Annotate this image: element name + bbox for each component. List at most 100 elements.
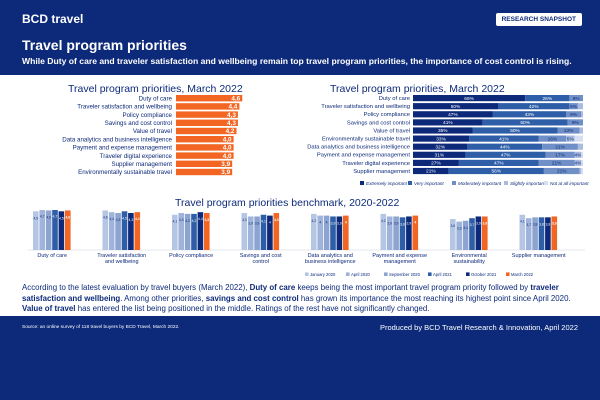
chart3-legend-label: September 2020 (389, 272, 421, 277)
chart2-category-label: Traveler digital experience (342, 161, 410, 167)
chart1-category-label: Savings and cost control (105, 120, 172, 127)
chart3-bar (330, 216, 336, 250)
chart3-value-label: 3,7 (526, 223, 531, 227)
summary-text: has grown its importance the most reachi… (298, 293, 571, 303)
chart2-bar-segment (413, 95, 526, 102)
chart3-value-label: 4,6 (103, 215, 108, 219)
chart3-value-label: 4,3 (179, 218, 184, 222)
chart3-bar (525, 218, 532, 250)
chart1-category-label: Value of travel (133, 128, 172, 135)
chart2-category-label: Policy compliance (364, 112, 410, 118)
chart3-category-label: management (384, 259, 417, 265)
chart2-bar-segment (574, 135, 583, 142)
chart3-value-label: 3,9 (331, 221, 336, 225)
chart2-value-label: 21% (557, 169, 567, 175)
chart2-value-label: 47% (448, 112, 458, 118)
chart2-bar-segment (567, 119, 583, 126)
summary-emphasis: Duty of care (249, 283, 296, 292)
chart3-bar (551, 216, 558, 250)
chart2-value-label: 33% (436, 136, 446, 142)
chart3-bar (115, 213, 121, 250)
chart3-legend-swatch (428, 272, 432, 276)
chart1-bar (176, 144, 234, 151)
chart1-value-label: 4,4 (228, 104, 237, 111)
chart3-bar (178, 213, 184, 250)
chart3-legend-swatch (305, 272, 309, 276)
chart1-bar (176, 127, 237, 135)
chart2-value-label: 21% (552, 161, 562, 167)
chart3-bar (241, 213, 248, 250)
chart1-bar (176, 119, 238, 126)
chart3-bar (469, 218, 475, 250)
chart2-value-label: 43% (525, 112, 535, 118)
chart2-bar-segment (569, 103, 578, 110)
chart2-bar-segment (467, 143, 543, 150)
chart3-bar (343, 215, 349, 250)
chart2-value-label: 31% (435, 153, 445, 159)
chart3-bar (254, 216, 260, 250)
chart3-value-label: 4,1 (261, 220, 266, 224)
chart3-value-label: 4 (319, 221, 321, 225)
chart3-bar (121, 211, 128, 250)
chart2-value-label: 17% (555, 153, 565, 159)
chart2-bar-segment (413, 159, 459, 166)
chart3-bar (475, 216, 482, 250)
chart3-value-label: 3,4 (463, 226, 468, 230)
chart2-category-label: Supplier management (353, 169, 410, 175)
chart2-value-label: 4% (574, 161, 582, 167)
chart2-value-label: 5% (570, 104, 578, 110)
chart3-bar (393, 216, 399, 250)
chart3-bar (52, 210, 58, 250)
chart2-bar-segment (413, 111, 493, 118)
chart3-bar (336, 216, 343, 250)
chart3-bar (462, 220, 469, 250)
chart2-legend-swatch (504, 181, 508, 185)
chart3-value-label: 3,9 (248, 221, 253, 225)
chart3-category-label: Policy compliance (169, 253, 213, 259)
chart2-category-label: Duty of care (379, 96, 410, 102)
chart1-value-label: 4,3 (227, 120, 236, 127)
chart3-bar (399, 217, 406, 250)
chart3-value-label: 4,2 (192, 219, 197, 223)
chart2-title: Travel program priorities, March 2022 (330, 83, 505, 95)
chart3-bar (545, 217, 551, 250)
chart3-value-label: 4,4 (109, 217, 114, 221)
chart3-value-label: 4 (414, 221, 416, 225)
chart2-value-label: 42% (529, 104, 539, 110)
chart1-category-label: Supplier management (111, 161, 172, 168)
chart2-value-label: 16% (548, 136, 558, 142)
chart2-value-label: 9% (570, 112, 578, 118)
chart3-value-label: 4,7 (53, 215, 58, 219)
chart3-bar (39, 210, 45, 250)
chart1-value-label: 4,2 (226, 128, 235, 135)
chart3-bar (482, 216, 488, 250)
chart2-value-label: 21% (426, 169, 436, 175)
chart2-value-label: 8% (573, 96, 581, 102)
chart3-bar (33, 211, 39, 250)
chart3-bar (323, 215, 330, 250)
chart3-bar (273, 213, 280, 250)
chart1-value-label: 4,0 (223, 145, 232, 152)
chart2-value-label: 9% (572, 120, 580, 126)
chart2-category-label: Traveler satisfaction and wellbeing (321, 104, 410, 110)
chart2-value-label: 50% (520, 120, 530, 126)
chart2-bar-segment (458, 159, 539, 166)
chart3-category-label: Duty of care (37, 253, 67, 259)
chart3-category-label: Supplier management (512, 253, 566, 259)
chart3-legend-label: October 2021 (471, 272, 497, 277)
chart2-bar-segment (413, 143, 468, 150)
chart3-legend-label: April 2021 (433, 272, 453, 277)
chart3-bar (184, 213, 191, 250)
chart2-value-label: 5% (567, 136, 575, 142)
summary-emphasis: savings and cost control (205, 293, 299, 303)
chart3-bar (380, 213, 387, 250)
chart2-category-label: Data analytics and business intelligence (307, 145, 410, 151)
chart1-value-label: 4,0 (223, 136, 232, 143)
chart2-bar-segment (581, 111, 583, 118)
chart1-value-label: 4,0 (223, 153, 232, 160)
chart2-legend-label: Slightly important (510, 181, 546, 186)
chart1-category-label: Payment and expense management (73, 145, 173, 152)
chart3-legend-swatch (466, 272, 470, 276)
chart3-legend-label: January 2020 (310, 272, 336, 277)
chart3-value-label: 4,7 (40, 215, 45, 219)
